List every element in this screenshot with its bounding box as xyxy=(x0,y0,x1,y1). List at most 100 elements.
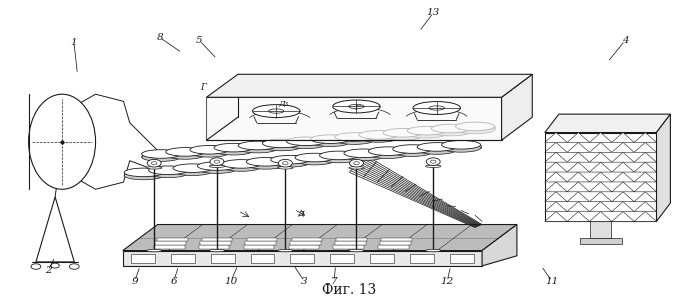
Polygon shape xyxy=(545,212,567,221)
Ellipse shape xyxy=(417,143,456,151)
Polygon shape xyxy=(612,172,634,182)
Polygon shape xyxy=(567,192,589,202)
Polygon shape xyxy=(199,245,229,249)
Polygon shape xyxy=(589,192,612,202)
Polygon shape xyxy=(291,254,315,262)
Polygon shape xyxy=(482,225,517,266)
Polygon shape xyxy=(589,162,612,172)
Ellipse shape xyxy=(209,249,224,252)
Polygon shape xyxy=(545,202,567,212)
Ellipse shape xyxy=(349,167,364,169)
Polygon shape xyxy=(612,212,634,221)
Polygon shape xyxy=(589,142,612,152)
Ellipse shape xyxy=(142,150,180,158)
Polygon shape xyxy=(634,182,656,192)
Ellipse shape xyxy=(29,94,96,189)
Text: 3: 3 xyxy=(301,277,308,286)
Ellipse shape xyxy=(173,167,212,176)
Polygon shape xyxy=(171,254,194,262)
Ellipse shape xyxy=(442,144,481,152)
Polygon shape xyxy=(589,172,612,182)
Ellipse shape xyxy=(417,146,456,154)
Ellipse shape xyxy=(426,249,441,252)
Polygon shape xyxy=(370,254,394,262)
Ellipse shape xyxy=(214,143,253,152)
Ellipse shape xyxy=(383,128,422,137)
Polygon shape xyxy=(335,241,366,245)
Ellipse shape xyxy=(383,132,422,140)
Ellipse shape xyxy=(262,139,301,148)
Ellipse shape xyxy=(210,158,224,165)
Polygon shape xyxy=(250,254,275,262)
Polygon shape xyxy=(545,162,567,172)
Polygon shape xyxy=(336,237,367,241)
Polygon shape xyxy=(378,245,409,249)
Ellipse shape xyxy=(393,148,432,156)
Ellipse shape xyxy=(349,104,364,109)
Ellipse shape xyxy=(173,164,212,172)
Text: 1: 1 xyxy=(71,38,78,47)
Polygon shape xyxy=(567,152,589,162)
Ellipse shape xyxy=(429,106,445,110)
Polygon shape xyxy=(634,132,656,142)
Ellipse shape xyxy=(287,137,326,146)
Text: 10: 10 xyxy=(224,277,238,286)
Polygon shape xyxy=(123,251,482,266)
Polygon shape xyxy=(331,254,354,262)
Ellipse shape xyxy=(142,153,180,161)
Ellipse shape xyxy=(238,141,278,150)
Ellipse shape xyxy=(359,134,398,142)
Ellipse shape xyxy=(214,160,219,163)
Polygon shape xyxy=(202,237,233,241)
Text: Д: Д xyxy=(297,210,304,218)
Polygon shape xyxy=(289,245,319,249)
Ellipse shape xyxy=(295,156,334,165)
Text: Фиг. 13: Фиг. 13 xyxy=(322,282,377,297)
Ellipse shape xyxy=(413,102,461,115)
Polygon shape xyxy=(382,237,412,241)
Text: 9: 9 xyxy=(131,277,138,286)
Text: 4: 4 xyxy=(621,36,628,45)
Ellipse shape xyxy=(147,167,162,169)
Text: 2: 2 xyxy=(45,266,52,275)
Ellipse shape xyxy=(344,152,383,161)
Polygon shape xyxy=(123,225,517,251)
Ellipse shape xyxy=(271,155,310,164)
Ellipse shape xyxy=(278,167,293,169)
Polygon shape xyxy=(380,241,410,245)
Ellipse shape xyxy=(319,151,359,160)
Ellipse shape xyxy=(166,151,205,159)
Ellipse shape xyxy=(431,127,470,136)
Ellipse shape xyxy=(69,264,79,269)
Ellipse shape xyxy=(282,162,288,165)
Polygon shape xyxy=(545,114,670,132)
Polygon shape xyxy=(589,132,612,142)
Ellipse shape xyxy=(152,162,157,165)
Ellipse shape xyxy=(287,140,326,149)
Polygon shape xyxy=(590,221,611,238)
Ellipse shape xyxy=(456,125,495,134)
Text: 7: 7 xyxy=(331,277,338,286)
Polygon shape xyxy=(206,74,532,97)
Ellipse shape xyxy=(335,133,374,141)
Ellipse shape xyxy=(238,144,278,153)
Polygon shape xyxy=(245,241,276,245)
Polygon shape xyxy=(634,162,656,172)
Ellipse shape xyxy=(431,160,436,163)
Ellipse shape xyxy=(333,100,380,113)
Ellipse shape xyxy=(271,158,310,167)
Ellipse shape xyxy=(408,129,446,138)
Ellipse shape xyxy=(456,122,495,131)
Polygon shape xyxy=(36,197,74,262)
Ellipse shape xyxy=(349,249,364,252)
Ellipse shape xyxy=(149,166,187,175)
Polygon shape xyxy=(567,142,589,152)
Ellipse shape xyxy=(344,149,383,158)
Polygon shape xyxy=(612,182,634,192)
Ellipse shape xyxy=(209,165,224,168)
Text: 11: 11 xyxy=(545,277,559,286)
Ellipse shape xyxy=(214,146,253,155)
Polygon shape xyxy=(612,142,634,152)
Polygon shape xyxy=(200,241,231,245)
Ellipse shape xyxy=(310,138,350,147)
